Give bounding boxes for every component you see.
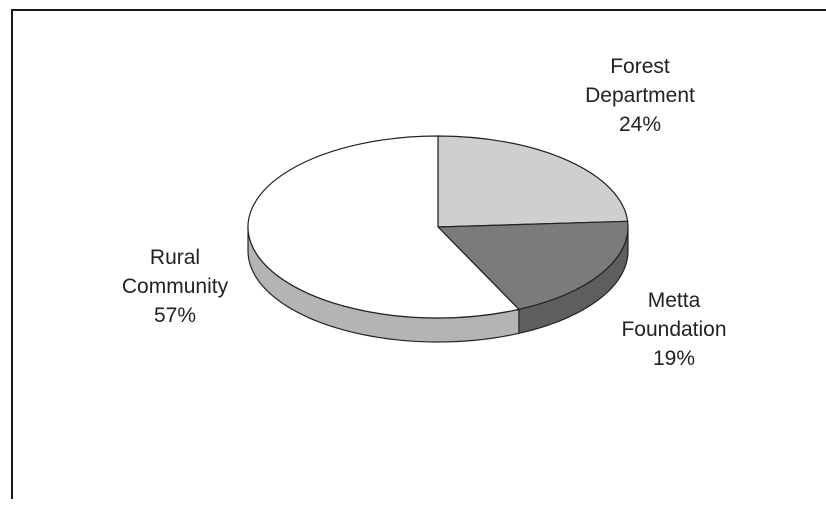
label-rural-community: Rural Community 57% — [75, 243, 275, 330]
label-metta-foundation-line2: Foundation — [621, 318, 727, 341]
label-rural-community-line2: Community — [121, 275, 229, 298]
label-forest-department-value: 24% — [618, 113, 662, 136]
chart-area — [11, 9, 826, 499]
label-forest-department-line1: Forest — [610, 55, 670, 78]
pie-slice-metta-foundation — [437, 220, 629, 310]
pie-slice-rural-community — [247, 135, 520, 319]
label-metta-foundation-value: 19% — [652, 347, 696, 370]
label-forest-department-line2: Department — [585, 84, 695, 107]
pie-slice-forest-department — [437, 135, 629, 228]
label-rural-community-value: 57% — [153, 304, 197, 327]
label-metta-foundation-line1: Metta — [647, 289, 701, 312]
label-forest-department: Forest Department 24% — [540, 52, 740, 139]
label-rural-community-line1: Rural — [149, 246, 201, 269]
label-metta-foundation: Metta Foundation 19% — [574, 286, 774, 373]
